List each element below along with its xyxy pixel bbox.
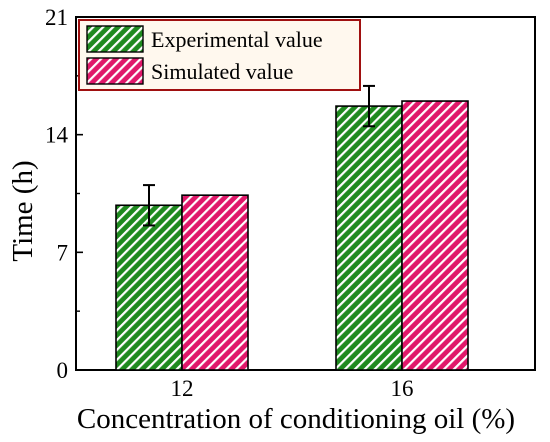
bar-simulated	[181, 194, 249, 371]
y-tick-label: 21	[45, 5, 68, 30]
x-tick-label: 16	[391, 376, 414, 401]
bar-experimental	[335, 105, 403, 371]
bar-experimental	[115, 204, 183, 371]
bar-simulated	[401, 100, 469, 371]
y-tick-label: 0	[57, 358, 69, 383]
y-tick-label: 14	[45, 123, 69, 148]
legend-label: Experimental value	[151, 27, 323, 52]
x-tick-label: 12	[171, 376, 194, 401]
legend-swatch	[86, 57, 144, 85]
plot-area: 0 7 14 21 12 16 Experimental value Simulated va…	[45, 5, 536, 401]
legend-label: Simulated value	[151, 59, 293, 84]
x-axis-label: Concentration of conditioning oil (%)	[77, 403, 515, 435]
legend-swatch	[86, 25, 144, 53]
y-axis-label: Time (h)	[7, 160, 39, 261]
y-tick-label: 7	[57, 240, 69, 265]
